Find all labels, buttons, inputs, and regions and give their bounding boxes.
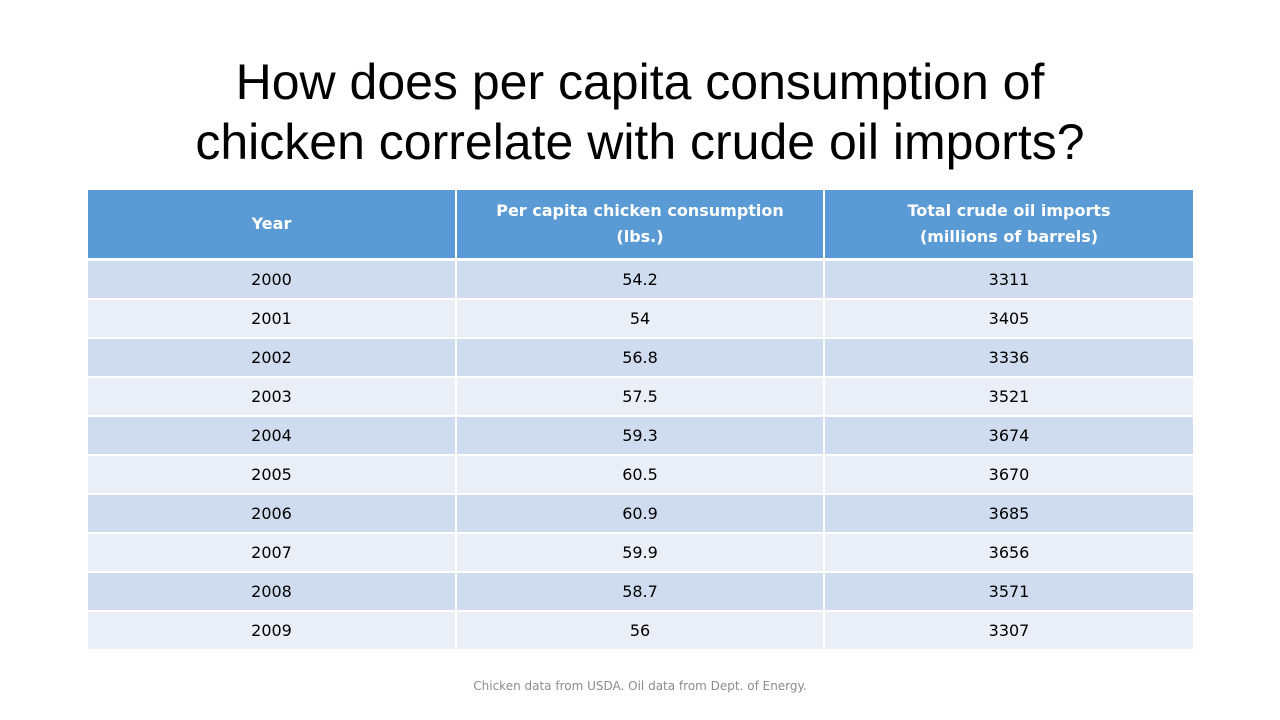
cell-chicken: 56.8 (456, 338, 825, 378)
table-row: 2006 60.9 3685 (88, 494, 1193, 534)
table-row: 2009 56 3307 (88, 611, 1193, 651)
column-header-chicken-line-1: Per capita chicken consumption (496, 201, 784, 220)
cell-year: 2003 (88, 377, 457, 417)
cell-oil: 3405 (824, 299, 1193, 339)
cell-chicken: 59.9 (456, 533, 825, 573)
cell-oil: 3521 (824, 377, 1193, 417)
table-row: 2002 56.8 3336 (88, 338, 1193, 378)
slide-title: How does per capita consumption of chick… (40, 52, 1240, 172)
cell-oil: 3311 (824, 259, 1193, 300)
cell-chicken: 58.7 (456, 572, 825, 612)
table-row: 2003 57.5 3521 (88, 377, 1193, 417)
cell-year: 2009 (88, 611, 457, 651)
column-header-oil: Total crude oil imports (millions of bar… (824, 190, 1193, 261)
column-header-oil-line-1: Total crude oil imports (907, 201, 1111, 220)
cell-year: 2006 (88, 494, 457, 534)
cell-chicken: 54 (456, 299, 825, 339)
cell-chicken: 56 (456, 611, 825, 651)
table-row: 2000 54.2 3311 (88, 259, 1193, 300)
cell-oil: 3674 (824, 416, 1193, 456)
cell-oil: 3336 (824, 338, 1193, 378)
column-header-oil-line-2: (millions of barrels) (919, 227, 1099, 246)
cell-chicken: 60.5 (456, 455, 825, 495)
cell-year: 2000 (88, 259, 457, 300)
cell-year: 2004 (88, 416, 457, 456)
cell-year: 2005 (88, 455, 457, 495)
table-header-row: Year Per capita chicken consumption (lbs… (88, 190, 1193, 261)
table-row: 2008 58.7 3571 (88, 572, 1193, 612)
cell-oil: 3656 (824, 533, 1193, 573)
cell-oil: 3571 (824, 572, 1193, 612)
cell-oil: 3685 (824, 494, 1193, 534)
slide-title-line-2: chicken correlate with crude oil imports… (195, 114, 1085, 170)
table-row: 2005 60.5 3670 (88, 455, 1193, 495)
slide-title-line-1: How does per capita consumption of (235, 54, 1045, 110)
cell-chicken: 60.9 (456, 494, 825, 534)
column-header-chicken: Per capita chicken consumption (lbs.) (456, 190, 825, 261)
cell-year: 2001 (88, 299, 457, 339)
table-row: 2001 54 3405 (88, 299, 1193, 339)
column-header-year-label: Year (251, 214, 292, 233)
table-row: 2007 59.9 3656 (88, 533, 1193, 573)
cell-chicken: 59.3 (456, 416, 825, 456)
cell-oil: 3670 (824, 455, 1193, 495)
source-note: Chicken data from USDA. Oil data from De… (473, 679, 807, 693)
column-header-year: Year (88, 190, 457, 261)
data-table: Year Per capita chicken consumption (lbs… (88, 190, 1193, 651)
cell-year: 2008 (88, 572, 457, 612)
cell-chicken: 57.5 (456, 377, 825, 417)
cell-year: 2007 (88, 533, 457, 573)
cell-chicken: 54.2 (456, 259, 825, 300)
table-row: 2004 59.3 3674 (88, 416, 1193, 456)
column-header-chicken-line-2: (lbs.) (616, 227, 664, 246)
cell-year: 2002 (88, 338, 457, 378)
cell-oil: 3307 (824, 611, 1193, 651)
